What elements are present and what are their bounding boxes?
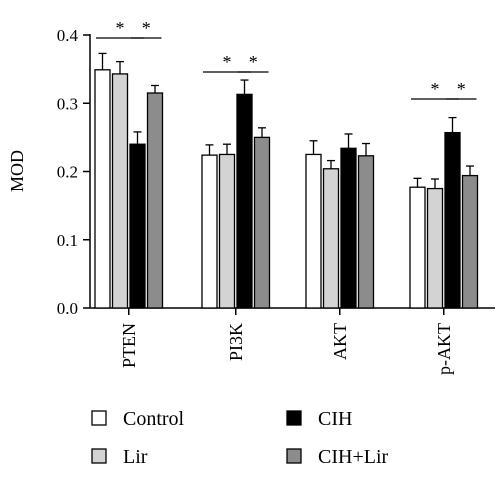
legend-label: CIH+Lir [318,446,388,468]
y-axis-label: MOD [7,150,27,192]
x-tick-label: PI3K [226,323,246,361]
legend-label: Control [123,408,185,430]
significance-star: * [431,79,440,99]
bar [201,154,218,309]
legend-label: CIH [318,408,352,430]
y-tick-label: 0.2 [57,163,78,182]
chart-legend: Control Lir CIH CIH+Lir [91,408,388,468]
y-tick-label: 0.1 [57,231,78,250]
bar [426,187,444,309]
y-tick-label: 0.4 [57,26,79,45]
legend-swatch [286,448,302,464]
bar [129,143,146,309]
bar [218,153,236,309]
legend-swatch [91,410,107,426]
y-tick-label: 0.0 [57,299,78,318]
bar [94,69,111,309]
bar [146,92,164,309]
significance-star: * [142,18,151,38]
bar [444,131,461,309]
significance-star: * [457,79,466,99]
bar [322,168,340,309]
y-tick-label: 0.3 [57,94,78,113]
bar [111,73,129,309]
chart-bars [94,52,479,309]
bar [340,147,357,309]
bar [357,155,375,309]
x-tick-label: p-AKT [434,323,454,375]
legend-swatch [91,448,107,464]
x-tick-label: AKT [330,323,350,360]
significance-star: * [116,18,125,38]
legend-label: Lir [123,446,148,468]
bar [305,153,322,309]
bar [409,186,426,309]
chart-axes: 0.0 0.1 0.2 0.3 0.4 MOD PTEN PI3K AKT p-AKT [7,26,495,375]
bar [253,136,271,309]
bar [236,93,253,309]
significance-star: * [249,52,258,72]
significance-annotations: * * * * * * [96,18,477,100]
x-tick-label: PTEN [119,323,139,368]
legend-swatch [286,410,302,426]
bar [461,174,479,309]
significance-star: * [223,52,232,72]
